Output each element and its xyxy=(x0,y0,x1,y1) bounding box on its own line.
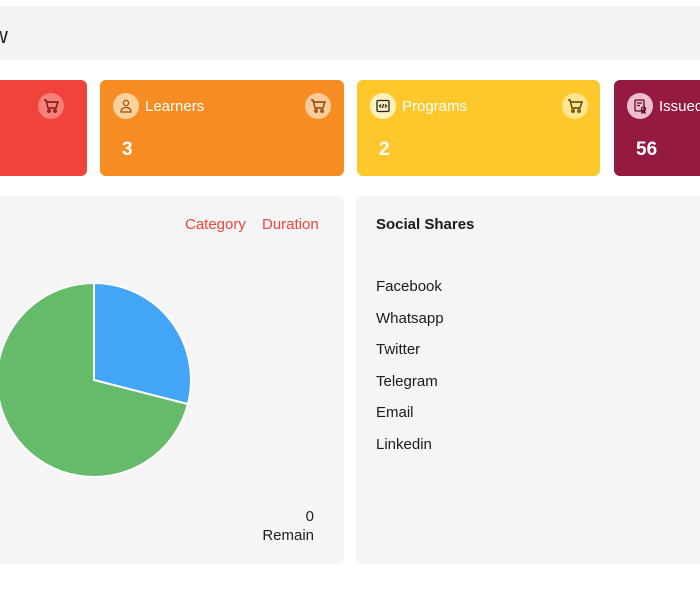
social-shares-title: Social Shares xyxy=(376,216,475,233)
page-title: w xyxy=(0,23,8,49)
pie-slice xyxy=(93,284,192,406)
social-item[interactable]: Facebook xyxy=(376,278,442,295)
cart-button[interactable] xyxy=(562,93,588,119)
certificate-icon xyxy=(627,93,653,119)
remain-count: 0 xyxy=(305,508,314,525)
card-value: 2 xyxy=(379,139,390,160)
stat-card-programs: Programs 2 xyxy=(357,80,600,176)
card-value: 3 xyxy=(122,139,133,160)
header-bar: w xyxy=(0,6,700,60)
card-label: Learners xyxy=(145,98,205,115)
social-item[interactable]: Email xyxy=(376,404,414,421)
social-item[interactable]: Twitter xyxy=(376,341,421,358)
cart-button[interactable] xyxy=(38,93,64,119)
cart-icon xyxy=(311,99,326,113)
category-toggle[interactable]: Category xyxy=(185,216,246,233)
duration-toggle[interactable]: Duration xyxy=(262,216,319,233)
social-item[interactable]: Whatsapp xyxy=(376,309,444,327)
stat-card-learners: Learners 3 xyxy=(100,80,344,176)
learner-icon xyxy=(113,93,139,119)
social-list: Facebook Whatsapp Twitter Telegram Email Link… xyxy=(376,278,444,467)
pie-chart xyxy=(0,284,192,478)
code-icon xyxy=(370,93,396,119)
cart-icon xyxy=(568,99,583,113)
social-item[interactable]: Linkedin xyxy=(376,435,432,453)
social-item[interactable]: Telegram xyxy=(376,372,438,390)
social-shares-panel: Social Shares Facebook Whatsapp Twitter Tel… xyxy=(356,196,700,564)
card-label: Issued xyxy=(659,98,700,115)
stat-card-issued: Issued 56 xyxy=(614,80,700,176)
card-label: Programs xyxy=(402,98,468,115)
stat-card-red xyxy=(0,80,87,176)
card-value: 56 xyxy=(636,139,658,160)
cart-icon xyxy=(44,99,59,113)
pie-slice xyxy=(0,284,190,478)
cart-button[interactable] xyxy=(305,93,331,119)
remain-label: Remain xyxy=(262,527,314,544)
